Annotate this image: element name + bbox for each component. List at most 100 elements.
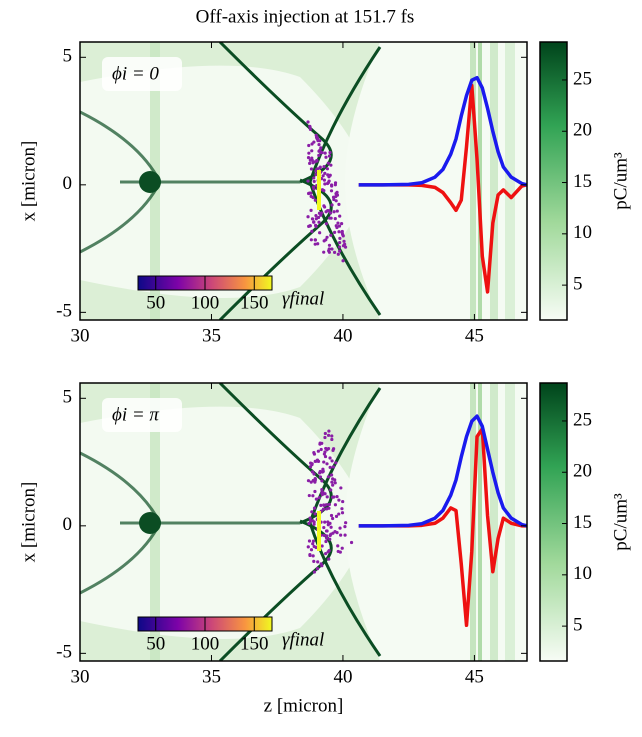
density-blob (139, 171, 161, 193)
particle (333, 478, 337, 482)
particle (306, 120, 310, 124)
particle (316, 449, 320, 453)
particle (326, 433, 331, 437)
density-stripe (478, 42, 482, 320)
particle (311, 478, 315, 483)
particle (341, 259, 345, 263)
particle (319, 213, 323, 217)
particle (312, 187, 316, 191)
particle (308, 553, 312, 558)
particle (326, 446, 331, 451)
particle (339, 533, 343, 537)
particle (308, 158, 312, 162)
particle (341, 234, 345, 238)
particle (321, 469, 325, 473)
particle (308, 127, 313, 131)
particle (307, 539, 312, 543)
particle (334, 514, 339, 518)
particle (325, 495, 329, 499)
particle (307, 191, 312, 195)
particle (335, 225, 339, 230)
particle (334, 199, 338, 203)
particle (311, 494, 315, 498)
particle (341, 499, 345, 504)
density-blob (139, 512, 161, 534)
particle (310, 229, 314, 233)
particle (323, 492, 327, 496)
particle (308, 161, 312, 165)
inset-tick-label: 50 (146, 633, 165, 654)
inset-tick-label: 50 (146, 292, 165, 313)
particle (316, 560, 320, 564)
particle (333, 181, 338, 185)
particle (316, 215, 321, 220)
particle (309, 480, 313, 484)
bubble-exterior (345, 42, 527, 320)
particle (311, 539, 316, 543)
particle (306, 215, 310, 219)
particle (327, 243, 332, 247)
colorbar-tick-label: 15 (573, 171, 592, 192)
inset-tick-label: 100 (191, 292, 220, 313)
particle (333, 230, 337, 234)
particle (338, 241, 342, 245)
particle (307, 521, 311, 526)
particle (330, 480, 334, 484)
particle (319, 503, 323, 508)
field-line (358, 427, 527, 628)
particle (343, 525, 347, 529)
particle (324, 155, 328, 159)
particle (338, 214, 342, 218)
particle (329, 525, 333, 529)
particle (309, 194, 313, 198)
particle (312, 220, 316, 224)
particle (313, 512, 317, 516)
particle (340, 546, 344, 550)
particle (322, 189, 326, 193)
particle (317, 496, 321, 500)
y-tick-label: -5 (56, 642, 72, 663)
particle (324, 238, 328, 242)
x-tick-label: 30 (71, 666, 90, 687)
particle (318, 475, 323, 479)
particle (335, 209, 339, 213)
particle (328, 465, 332, 470)
particle (338, 526, 342, 530)
particle (326, 173, 330, 177)
particle (320, 479, 324, 483)
particle (329, 513, 334, 518)
particle (312, 570, 317, 574)
particle (322, 204, 326, 208)
particle (327, 557, 331, 561)
colorbar-tick-label: 10 (573, 563, 592, 584)
x-tick-label: 35 (202, 666, 221, 687)
particle (329, 473, 334, 477)
particle (329, 163, 333, 167)
particle (326, 161, 330, 165)
particle (306, 545, 310, 549)
colorbar-label: pC/um³ (610, 493, 631, 551)
particle (327, 249, 331, 253)
colorbar-tick-label: 10 (573, 222, 592, 243)
particle (327, 209, 331, 213)
particle (315, 135, 319, 140)
particle (322, 452, 326, 456)
axes-frame (79, 382, 528, 662)
x-tick-label: 35 (202, 325, 221, 346)
particle (313, 238, 317, 242)
particle (333, 481, 337, 485)
annotation-box (102, 398, 182, 432)
particle (309, 167, 314, 171)
particle (335, 495, 339, 499)
particle (329, 189, 334, 193)
particle (325, 529, 329, 533)
y-tick-label: 5 (63, 387, 73, 408)
particle (330, 434, 334, 438)
particle (317, 220, 321, 224)
particle (312, 506, 317, 510)
particle (322, 250, 326, 254)
colorbar-tick-label: 5 (573, 273, 583, 294)
particle (338, 236, 342, 240)
particle (317, 153, 321, 157)
